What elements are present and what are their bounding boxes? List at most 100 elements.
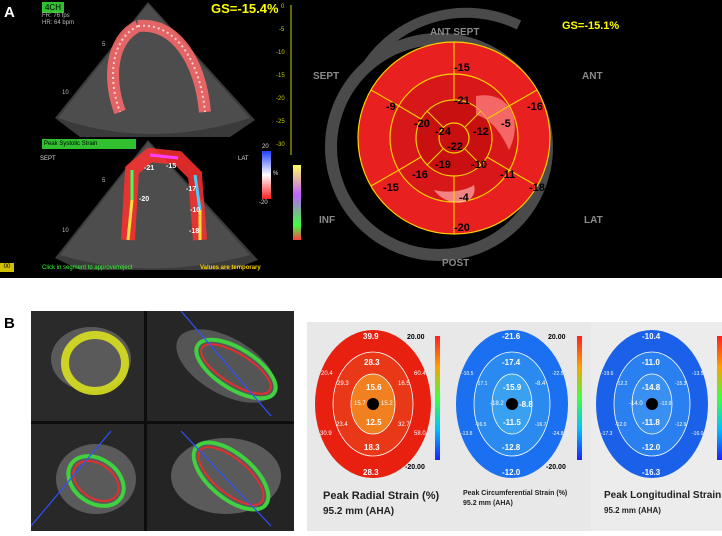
echo-scale-unit: % [273,171,279,177]
echo-segment-value[interactable]: -21 [144,165,155,172]
frame-rate: FR: 76 fps [42,13,70,19]
side-scale-tick: -5 [279,27,285,33]
side-scale-tick: -15 [276,73,285,79]
label-ant: ANT [582,71,603,82]
segment-value-basal: -16 [527,101,543,113]
radial-value: 39.9 [363,332,379,341]
long-value: -12.2 [616,381,628,387]
segment-value-basal: -9 [386,101,396,113]
segment-value-basal: -15 [454,62,470,74]
segment-value-basal: -15 [383,182,399,194]
circ-value: -12.0 [502,468,521,477]
depth-marker-10-bottom: 10 [62,228,69,234]
panel-letter-a: A [4,4,15,21]
long-value: -12.0 [642,443,661,452]
segment-value-apex: -22 [447,141,463,153]
depth-marker-5-bottom: 5 [102,178,106,184]
long-value: -17.3 [601,431,613,437]
echo-svg [55,2,301,270]
circ-value: -18.2 [490,401,504,407]
circ-value: -16.5 [475,422,487,428]
circ-value: -12.8 [502,443,521,452]
mri-contour-3ch [66,454,126,508]
radial-value: 30.9 [320,431,332,437]
circ-center [506,398,518,410]
long-value: -10.4 [642,332,661,341]
radial-value: 18.3 [364,443,380,452]
segment-value-mid: -21 [454,95,470,107]
circ-value: -22.5 [552,371,564,377]
segment-value-mid: -16 [412,169,428,181]
echo-segment-value[interactable]: -17 [186,186,197,193]
radial-title: Peak Radial Strain (%) [323,490,440,502]
circ-title: Peak Circumferential Strain (%) [463,490,568,497]
echo-scale-max: 20 [262,144,269,150]
segment-value-apical: -10 [471,159,487,171]
echo-segment-value[interactable]: -20 [139,196,150,203]
side-scale-tick: -30 [276,142,285,148]
radial-value: 32.7 [398,422,410,428]
label-ant-sept: ANT SEPT [430,27,480,38]
radial-value: 60.4 [414,371,426,377]
depth-marker-10-top: 10 [62,90,69,96]
side-color-bar [293,165,301,240]
long-color-scale [717,336,722,460]
radial-value: 12.5 [366,418,382,427]
radial-value: 58.0 [414,431,426,437]
mri-axis-line [30,430,112,527]
peak-systolic-tag: Peak Systolic Strain [42,139,136,149]
strain-svg [307,322,722,531]
echo-segment-value[interactable]: -18 [189,228,200,235]
mri-contour-2ch-inner [200,343,272,395]
radial-value: 15.7 [354,401,366,407]
long-value: -14.8 [642,383,661,392]
side-scale-tick: -10 [276,50,285,56]
label-sept: SEPT [313,71,340,82]
radial-subtitle: 95.2 mm (AHA) [323,506,395,517]
segment-value-apical: -19 [435,159,451,171]
side-scale-tick: 0 [281,4,285,10]
circ-value: -24.8 [552,431,564,437]
bullseye-panel: GS=-15.1% ANT SEPT ANT SEPT INF LAT POST… [304,0,722,278]
bullseye-ant-arc [359,7,522,73]
long-value: -11.8 [642,418,660,427]
circ-subtitle: 95.2 mm (AHA) [463,500,513,507]
segment-value-apical: -12 [473,126,489,138]
mri-contour-3ch-inner [72,460,120,502]
segment-value-mid: -5 [501,118,511,130]
echo-panel: 4CH FR: 76 fps HR: 64 bpm GS=-15.4% 5 10… [0,0,304,278]
corner-counter: 00 [0,263,14,272]
heart-rate: HR: 64 bpm [42,20,75,26]
long-subtitle: 95.2 mm (AHA) [604,506,661,515]
circ-value: -11.5 [503,418,521,427]
circ-value: -8.4 [535,381,546,387]
long-value: -12.9 [675,422,687,428]
long-center [646,398,658,410]
echo-top-trace-dots [112,24,206,113]
echo-segment-value[interactable]: -15 [166,163,177,170]
segment-value-mid: -20 [414,118,430,130]
long-value: -14.0 [629,401,643,407]
radial-value: 20.4 [321,371,333,377]
segment-outline-1 [126,199,134,241]
echo-segment-value[interactable]: -10 [190,207,201,214]
circ-value: -13.8 [461,431,473,437]
circ-value: -8.8 [519,400,533,409]
long-value: -19.6 [602,371,614,377]
panel-letter-b: B [4,315,15,332]
segment-value-mid: -4 [459,192,469,204]
radial-value: 15.2 [381,401,393,407]
circ-value: -17.4 [502,358,521,367]
long-value: -15.3 [675,381,687,387]
strain-charts: 20.00 -20.00 39.9 60.4 58.0 28.3 30.9 20… [307,322,722,531]
long-value: -13.5 [692,371,704,377]
global-strain-echo: GS=-15.4% [211,1,279,16]
mri-axis-line [180,310,272,417]
radial-value: 16.5 [398,381,410,387]
circ-value: -15.9 [503,383,522,392]
radial-value: 15.6 [366,383,382,392]
bullseye-apex [438,122,470,154]
segment-outline-4 [193,174,202,211]
long-value: -12.9 [660,401,672,407]
circ-value: -16.7 [535,422,547,428]
